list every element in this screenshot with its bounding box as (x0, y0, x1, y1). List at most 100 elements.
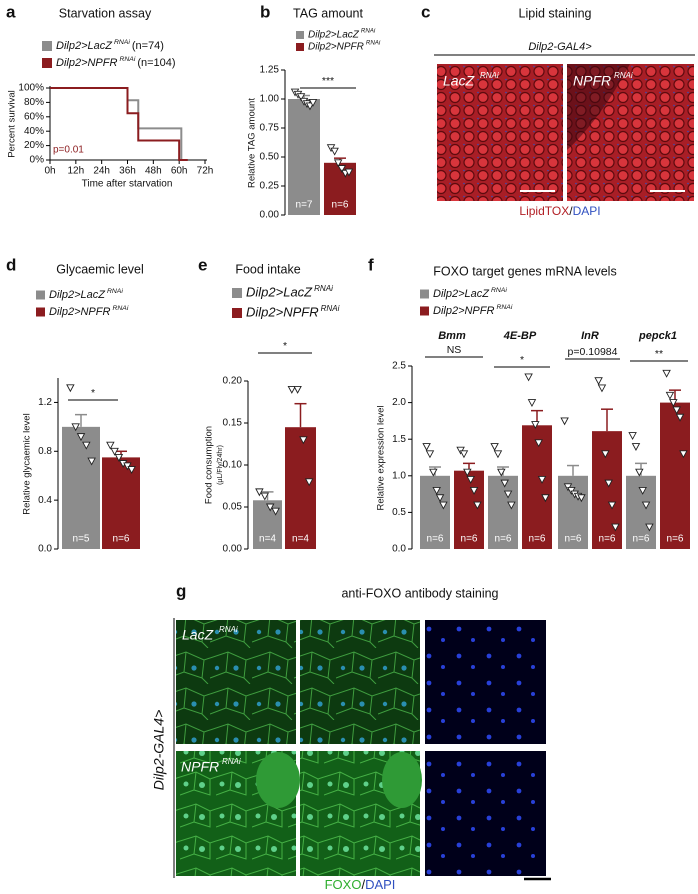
x-tick-label: 0h (44, 166, 55, 177)
bar (62, 426, 100, 549)
y-tick-label: 0.4 (38, 495, 52, 506)
n-label: n=6 (332, 200, 349, 211)
data-point (429, 468, 438, 477)
condition-sup: RNAi (480, 71, 499, 80)
panel-letter: f (368, 255, 374, 274)
data-point (611, 523, 620, 532)
legend-swatch (42, 58, 52, 68)
micrograph-blob (256, 752, 300, 808)
panel-title: Lipid staining (519, 6, 592, 20)
condition-sup: RNAi (614, 71, 633, 80)
y-tick-label: 0.75 (260, 123, 280, 134)
x-tick-label: 72h (197, 166, 214, 177)
data-point (601, 450, 610, 459)
bar (285, 427, 316, 549)
data-point (432, 486, 441, 495)
data-point (662, 369, 671, 378)
x-tick-label: 60h (171, 166, 188, 177)
condition-label: LacZ (182, 627, 214, 643)
legend-sup: RNAi (314, 284, 333, 293)
panel-title: Glycaemic level (56, 262, 144, 276)
legend-label: Dilp2>NPFR (49, 306, 110, 318)
condition-label: LacZ (443, 73, 475, 89)
y-tick-label: 1.5 (392, 434, 406, 445)
data-point (435, 494, 445, 503)
y-tick-label: 40% (24, 126, 44, 137)
micrograph (425, 620, 546, 744)
legend-sup: RNAi (491, 287, 507, 294)
legend-label: Dilp2>NPFR (308, 42, 364, 53)
data-point (299, 436, 308, 445)
category-label: 4E-BP (503, 330, 537, 342)
data-point (337, 165, 347, 174)
legend-label: Dilp2>NPFR (246, 304, 319, 319)
significance-label: NS (447, 344, 462, 356)
x-tick-label: 12h (67, 166, 84, 177)
legend-swatch (420, 289, 429, 299)
legend-swatch (232, 308, 242, 318)
bar (102, 457, 140, 549)
genotype: Dilp2-GAL4> (528, 41, 592, 53)
data-point (500, 479, 509, 488)
data-point (255, 488, 264, 497)
x-tick-label: 48h (145, 166, 162, 177)
n-label: n=7 (296, 200, 313, 211)
legend-swatch (420, 306, 429, 316)
data-point (527, 399, 537, 408)
data-point (541, 494, 550, 503)
data-point (422, 443, 431, 451)
legend-swatch (42, 41, 52, 51)
legend-sup: RNAi (321, 304, 340, 313)
legend-label: Dilp2>LacZ (308, 30, 360, 41)
data-point (524, 373, 533, 382)
panel-title: Starvation assay (59, 6, 152, 20)
survival-line (50, 87, 188, 161)
legend-sup: RNAi (114, 39, 130, 46)
stain-label: FOXO/DAPI (325, 877, 396, 892)
legend-label: Dilp2>NPFR (56, 57, 117, 69)
y-tick-label: 0.10 (223, 460, 243, 471)
data-point (106, 441, 115, 450)
legend-label: Dilp2>LacZ (246, 284, 313, 299)
data-point (287, 385, 297, 394)
n-label: n=6 (113, 534, 130, 545)
data-point (503, 490, 513, 499)
x-tick-label: 24h (93, 166, 110, 177)
y-tick-label: 20% (24, 140, 44, 151)
y-tick-label: 0.15 (223, 418, 243, 429)
data-point (260, 492, 270, 501)
data-point (679, 450, 688, 459)
y-axis-label: Relative TAG amount (247, 98, 258, 188)
significance-label: * (91, 387, 95, 399)
data-point (531, 421, 540, 430)
legend-sup: RNAi (366, 40, 381, 47)
data-point (344, 168, 354, 177)
category-label: InR (581, 330, 599, 342)
data-point (463, 468, 472, 477)
panel-letter: g (176, 581, 186, 600)
data-point (607, 501, 617, 510)
y-tick-label: 0.00 (223, 544, 243, 555)
n-label: n=6 (565, 534, 582, 545)
legend-note: (n=74) (132, 40, 164, 52)
y-axis-label: Relative expression level (376, 405, 387, 510)
legend-sup: RNAi (119, 56, 135, 63)
data-point (114, 453, 124, 462)
panel-letter: c (421, 2, 430, 21)
bar (522, 425, 552, 549)
n-label: n=6 (427, 534, 444, 545)
stain-sep: / (361, 877, 365, 892)
data-point (271, 507, 280, 516)
category-label: pepck1 (638, 330, 677, 342)
micrograph-shade (567, 64, 630, 150)
stain-sep: / (569, 204, 573, 218)
n-label: n=4 (259, 534, 276, 545)
micrograph-blob (382, 752, 422, 808)
significance-label: ** (655, 348, 663, 360)
data-point (534, 439, 543, 448)
panel-letter: b (260, 2, 270, 21)
legend-sup: RNAi (496, 304, 512, 311)
stain: FOXO (325, 877, 362, 892)
data-point (293, 385, 302, 394)
data-point (110, 447, 119, 456)
